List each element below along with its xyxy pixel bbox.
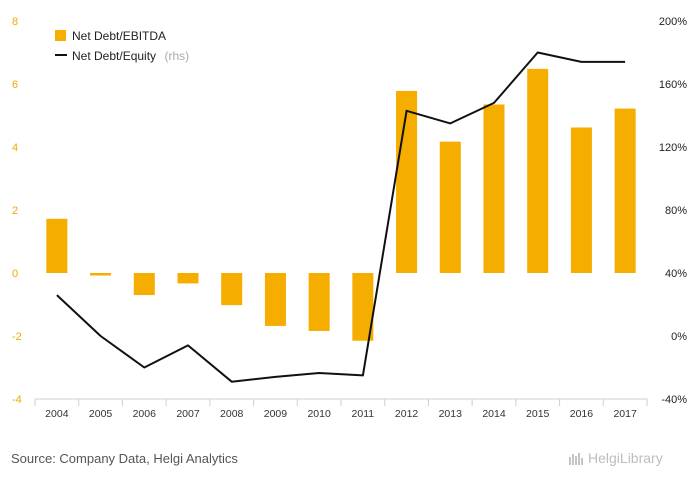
bar-2016 [570, 127, 592, 273]
bar-2017 [614, 108, 636, 273]
x-tick-label: 2010 [307, 408, 331, 420]
legend-swatch-net-debt-ebitda [55, 30, 66, 41]
y-left-tick-label: 0 [12, 268, 18, 280]
x-tick-label: 2007 [176, 408, 200, 420]
bar-2007 [177, 273, 199, 284]
y-right-tick-label: 200% [659, 16, 687, 28]
bar-2010 [308, 273, 330, 331]
helgi-library-logo: HelgiLibrary [568, 450, 663, 466]
y-right-tick-label: 160% [659, 79, 687, 91]
y-right-tick-label: -40% [661, 394, 687, 406]
axes [34, 398, 648, 406]
bar-2013 [439, 141, 461, 273]
x-tick-label: 2011 [352, 408, 375, 420]
y-left-tick-label: -4 [12, 394, 22, 406]
x-tick-label: 2006 [133, 408, 157, 420]
y-left-tick-label: -2 [12, 331, 22, 343]
source-caption: Source: Company Data, Helgi Analytics [11, 451, 238, 466]
x-tick-label: 2008 [220, 408, 244, 420]
y-right-tick-label: 40% [665, 268, 687, 280]
x-tick-label: 2013 [439, 408, 463, 420]
y-left-tick-label: 2 [12, 205, 18, 217]
bar-2012 [396, 90, 418, 274]
y-left-tick-label: 8 [12, 16, 18, 28]
bar-2004 [46, 218, 68, 273]
bar-2008 [221, 273, 243, 306]
bar-2005 [90, 273, 112, 276]
x-tick-label: 2017 [613, 408, 637, 420]
y-right-tick-label: 80% [665, 205, 687, 217]
bar-2014 [483, 104, 505, 273]
legend-label-net-debt-ebitda: Net Debt/EBITDA [72, 29, 166, 43]
bar-2009 [264, 273, 286, 326]
y-right-tick-label: 0% [671, 331, 687, 343]
legend-rhs-note: (rhs) [165, 49, 190, 63]
tick-labels: -4 -2 0 2 4 6 8 -40% 0% 40% 80% 120% 160% 200% 2004 200… [12, 16, 687, 420]
y-right-tick-label: 120% [659, 142, 687, 154]
x-tick-label: 2015 [526, 408, 550, 420]
legend-label-net-debt-equity: Net Debt/Equity (rhs) [72, 47, 189, 64]
legend: Net Debt/EBITDA Net Debt/Equity (rhs) [55, 29, 189, 64]
legend-series-name: Net Debt/Equity [72, 49, 156, 63]
bar-series [46, 68, 636, 341]
y-left-tick-label: 4 [12, 142, 18, 154]
bar-2015 [527, 68, 549, 273]
y-left-tick-label: 6 [12, 79, 18, 91]
x-tick-label: 2014 [482, 408, 506, 420]
x-tick-label: 2005 [89, 408, 113, 420]
bar-2011 [352, 273, 374, 341]
x-tick-label: 2009 [264, 408, 288, 420]
x-tick-label: 2016 [570, 408, 594, 420]
x-tick-label: 2012 [395, 408, 419, 420]
library-logo-icon [569, 453, 583, 465]
logo-text: HelgiLibrary [588, 450, 663, 466]
bar-2006 [133, 273, 155, 296]
net-debt-equity-line [56, 51, 626, 383]
x-tick-label: 2004 [45, 408, 69, 420]
line-series [56, 51, 626, 383]
